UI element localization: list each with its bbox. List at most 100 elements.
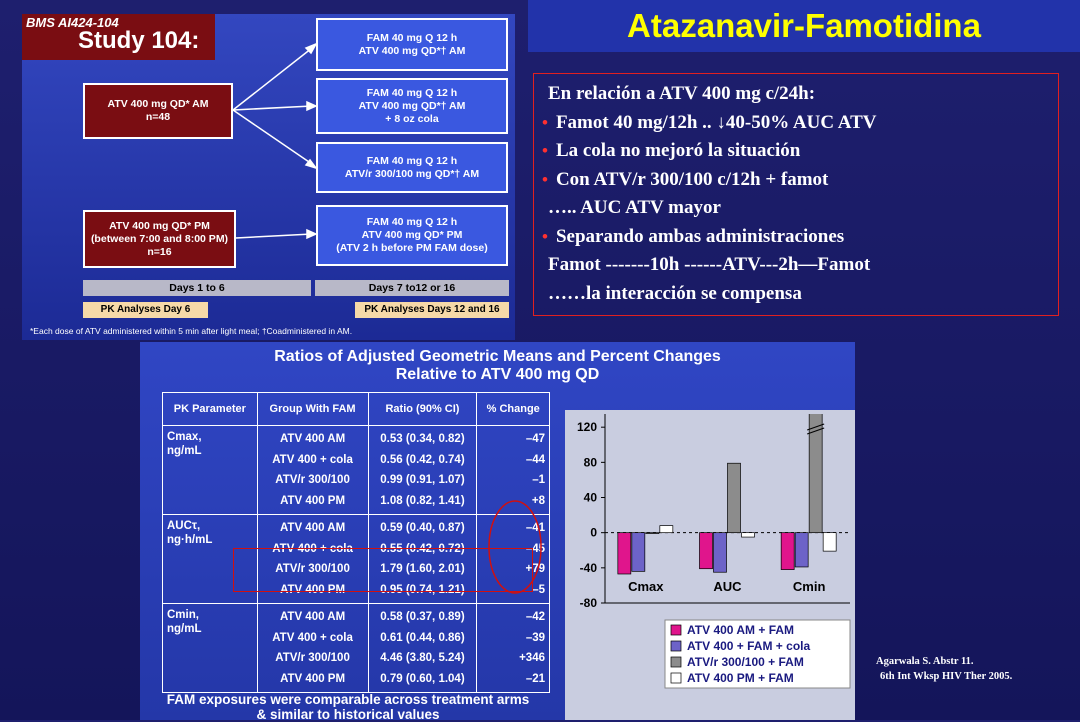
parameter-line: Cmax,: [167, 431, 202, 443]
table-title: Ratios of Adjusted Geometric Means and P…: [140, 348, 855, 384]
parameter-line: Cmin,: [167, 609, 199, 621]
table-cell: –1: [476, 470, 550, 491]
bar: [645, 532, 660, 534]
table-cell: –39: [476, 627, 550, 648]
legend-swatch: [670, 672, 682, 684]
citation-line: Agarwala S. Abstr 11.: [876, 656, 974, 667]
arm-line: ATV 400 mg QD* PM: [109, 219, 210, 232]
bar: [780, 532, 795, 570]
table-cell: –47: [476, 425, 550, 450]
arm-box: FAM 40 mg Q 12 h ATV 400 mg QD*† AM + 8 oz…: [316, 78, 508, 134]
table-cell: ATV/r 300/100: [256, 470, 369, 491]
arm-box: FAM 40 mg Q 12 h ATV 400 mg QD* PM (ATV 2 …: [316, 205, 508, 266]
table-cell: ATV 400 PM: [256, 668, 369, 693]
table-cell: 0.58 (0.37, 0.89): [367, 603, 478, 628]
table-cell: +346: [476, 648, 550, 669]
table-cell: ATV 400 AM: [256, 603, 369, 628]
header-cell: % Change: [476, 392, 550, 426]
bar: [631, 532, 646, 572]
arm-line: FAM 40 mg Q 12 h: [366, 86, 458, 99]
footer-line: & similar to historical values: [256, 707, 440, 722]
arm-line: n=48: [145, 111, 171, 123]
table-cell: ATV/r 300/100: [256, 648, 369, 669]
summary-text: Separando ambas administraciones: [555, 225, 845, 247]
bar: [659, 525, 674, 534]
table-cell: 0.79 (0.60, 1.04): [367, 668, 478, 693]
bar: [741, 532, 755, 538]
summary-box: En relación a ATV 400 mg c/24h: • Famot 40…: [533, 73, 1059, 316]
legend-box: [664, 619, 851, 689]
chart: -80 -40 0 40 80 120 Cmax AUC Cmin ATV 400 AM + FA…: [565, 410, 855, 720]
arm-line: + 8 oz cola: [385, 112, 439, 125]
table-cell: ATV 400 AM: [256, 425, 369, 450]
summary-line: • Con ATV/r 300/100 c/12h + famot: [542, 166, 1058, 195]
axis-break: [807, 423, 825, 431]
bullet: •: [542, 141, 548, 160]
study-design: BMS AI424-104 Study 104: ATV 400 mg QD* …: [22, 14, 515, 340]
table-row: ATV/r 300/100 4.46 (3.80, 5.24) +346: [163, 648, 550, 669]
table-cell: 0.53 (0.34, 0.82): [367, 425, 478, 450]
summary-line: • La cola no mejoró la situación: [542, 137, 1058, 166]
parameter-cell: Cmin, ng/mL: [162, 603, 258, 693]
summary-text: ……la interacción se compensa: [548, 282, 802, 304]
arm-line: ATV/r 300/100 mg QD*† AM: [344, 167, 480, 180]
table-cell: 1.79 (1.60, 2.01): [367, 559, 478, 580]
legend-swatch: [670, 656, 682, 668]
table-cell: 4.46 (3.80, 5.24): [367, 648, 478, 669]
pk-box: PK Analyses Day 6: [83, 302, 208, 318]
table-cell: ATV/r 300/100: [256, 559, 369, 580]
arm-line: FAM 40 mg Q 12 h: [366, 154, 458, 167]
summary-text: Famot -------10h ------ATV---2h—Famot: [548, 254, 871, 275]
table-cell: –42: [476, 603, 550, 628]
header-cell: PK Parameter: [162, 392, 258, 426]
summary-line: En relación a ATV 400 mg c/24h:: [542, 80, 1058, 109]
table-cell: 1.08 (0.82, 1.41): [367, 490, 478, 515]
legend-swatch: [670, 640, 682, 652]
bullet: •: [542, 112, 548, 132]
summary-line: ….. AUC ATV mayor: [542, 194, 1058, 223]
axis-break: [807, 427, 825, 435]
table-cell: ATV 400 + cola: [256, 449, 369, 470]
row-highlight: [233, 548, 533, 592]
table-title-line: Relative to ATV 400 mg QD: [395, 366, 600, 383]
arm-box: FAM 40 mg Q 12 h ATV/r 300/100 mg QD*† AM: [316, 142, 508, 193]
arrows: [232, 42, 318, 240]
table-row: Cmin, ng/mL ATV 400 AM 0.58 (0.37, 0.89) –42: [162, 603, 550, 693]
legend-label: ATV 400 AM + FAM: [687, 623, 794, 637]
table-row: Cmax, ng/mL ATV 400 AM 0.53 (0.34, 0.82) –47: [162, 425, 550, 515]
y-tick-label: 120: [577, 420, 597, 434]
parameter-cell: Cmax, ng/mL: [162, 425, 258, 515]
header-cell: Group With FAM: [256, 392, 369, 426]
bullet: •: [542, 169, 548, 189]
table-cell: 0.61 (0.44, 0.86): [367, 627, 478, 648]
pk-box: PK Analyses Days 12 and 16: [355, 302, 509, 318]
arm-line: (ATV 2 h before PM FAM dose): [336, 242, 488, 254]
footnote: *Each dose of ATV administered within 5 …: [30, 326, 353, 336]
summary-text: ….. AUC ATV mayor: [548, 197, 721, 218]
arm-line: FAM 40 mg Q 12 h: [366, 216, 458, 228]
table-cell: 0.56 (0.42, 0.74): [367, 449, 478, 470]
bars: [617, 414, 837, 575]
arm-line: ATV 400 mg QD*† AM: [358, 44, 466, 57]
legend-label: ATV/r 300/100 + FAM: [687, 655, 804, 669]
bar: [794, 532, 809, 568]
bullet: •: [542, 226, 548, 246]
footer-line: FAM exposures were comparable across tre…: [166, 692, 530, 707]
table-row: ATV 400 + cola 0.61 (0.44, 0.86) –39: [163, 627, 550, 648]
bar: [727, 462, 741, 534]
pk-table: PK Parameter Group With FAM Ratio (90% CI)…: [162, 392, 550, 693]
legend-swatch: [670, 624, 682, 636]
title-banner: Atazanavir-Famotidina: [528, 0, 1080, 52]
parameter-line: ng/mL: [167, 445, 202, 457]
y-tick-label: -40: [580, 561, 598, 575]
highlights: [488, 500, 542, 594]
header-cell: Ratio (90% CI): [367, 392, 478, 426]
y-tick-label: 0: [590, 526, 597, 540]
legend-label: ATV 400 PM + FAM: [687, 671, 794, 685]
header-row: PK Parameter Group With FAM Ratio (90% CI)…: [162, 392, 550, 426]
parameter-line: ng/mL: [167, 623, 202, 635]
period-bar: Days 7 to12 or 16: [315, 280, 509, 296]
period-bar: Days 1 to 6: [83, 280, 311, 296]
summary-line: ……la interacción se compensa: [542, 280, 1058, 309]
